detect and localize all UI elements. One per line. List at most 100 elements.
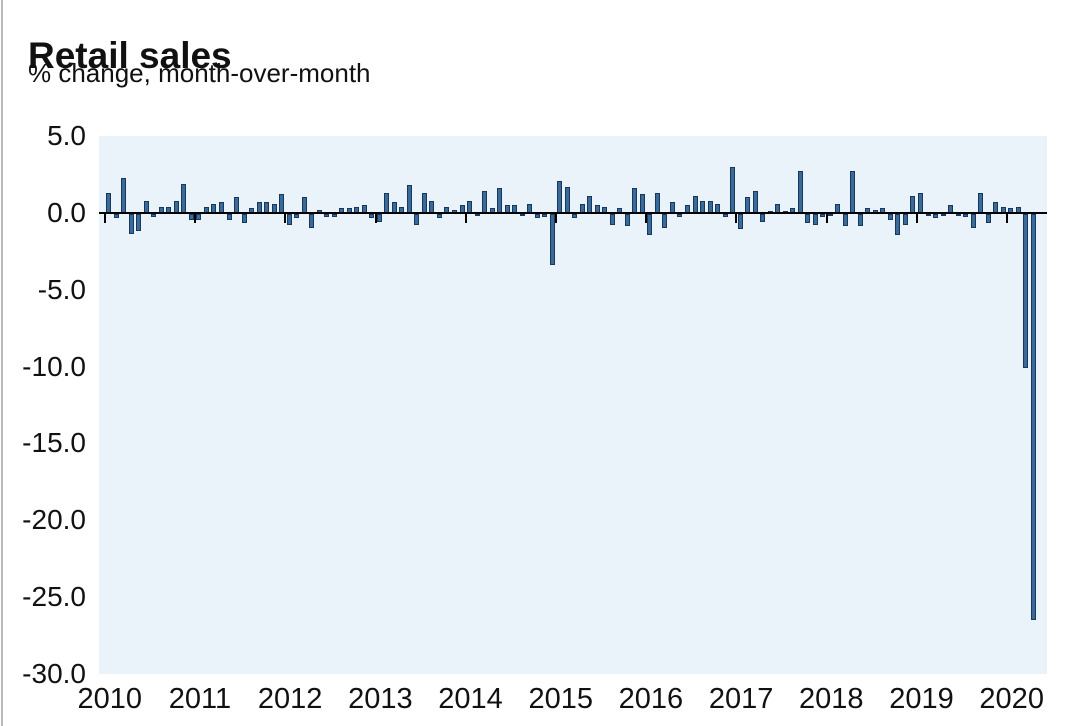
bar	[895, 213, 901, 236]
bar	[985, 213, 991, 224]
year-tick-mark	[1005, 213, 1008, 223]
bar	[128, 213, 134, 234]
year-tick-mark	[194, 213, 197, 223]
bar	[587, 195, 593, 213]
bar	[857, 213, 863, 227]
bar	[136, 213, 142, 231]
y-tick-label: -15.0	[22, 427, 86, 459]
bar	[1030, 213, 1036, 620]
x-tick-label: 2020	[979, 683, 1044, 715]
bar	[482, 191, 488, 213]
y-tick-label: -5.0	[37, 273, 86, 305]
bar	[309, 213, 315, 228]
bar	[188, 213, 194, 220]
bar	[902, 213, 908, 225]
left-edge-divider	[1, 0, 3, 726]
bar	[963, 213, 969, 217]
bar	[805, 213, 811, 224]
bar	[324, 213, 330, 217]
bar	[151, 213, 157, 217]
bar	[692, 195, 698, 213]
bar	[564, 186, 570, 213]
bar	[827, 213, 833, 216]
bar	[497, 188, 503, 213]
bar	[557, 180, 563, 213]
bar	[925, 213, 931, 216]
bar	[406, 185, 412, 213]
bar	[662, 213, 668, 228]
year-tick-mark	[915, 213, 918, 223]
y-tick-label: 0.0	[47, 196, 86, 228]
x-tick-label: 2018	[799, 683, 864, 715]
bar	[572, 213, 578, 219]
year-tick-mark	[825, 213, 828, 223]
bar	[797, 171, 803, 213]
bar	[384, 192, 390, 213]
bar	[654, 192, 660, 213]
bar	[632, 188, 638, 213]
bar	[970, 213, 976, 228]
bar	[376, 213, 382, 222]
bar	[850, 171, 856, 213]
bar	[534, 213, 540, 219]
x-tick-label: 2017	[708, 683, 774, 715]
bar	[1023, 213, 1029, 368]
x-tick-label: 2012	[257, 683, 323, 715]
plot-area	[99, 136, 1047, 674]
bar	[414, 213, 420, 225]
bar	[121, 177, 127, 213]
x-tick-label: 2010	[77, 683, 143, 715]
bar	[639, 194, 645, 213]
bar	[647, 213, 653, 236]
bar	[812, 213, 818, 225]
bar	[955, 213, 961, 216]
bar	[542, 213, 548, 217]
y-tick-label: -20.0	[22, 504, 86, 536]
y-tick-label: -30.0	[22, 658, 86, 689]
bar	[234, 197, 240, 213]
y-tick-label: -25.0	[22, 581, 86, 613]
bar	[196, 213, 202, 220]
year-tick-mark	[104, 213, 106, 223]
bar	[106, 192, 112, 213]
bar	[421, 192, 427, 213]
x-tick-label: 2014	[438, 683, 503, 715]
bar	[978, 192, 984, 213]
bar	[226, 213, 232, 220]
bar	[294, 213, 300, 219]
x-tick-label: 2011	[168, 683, 232, 715]
bar	[331, 213, 337, 217]
bar	[820, 213, 826, 217]
year-tick-mark	[464, 213, 467, 223]
bar	[745, 197, 751, 213]
x-tick-label: 2019	[889, 683, 954, 715]
bar	[609, 213, 615, 225]
bar	[918, 192, 923, 213]
year-tick-mark	[374, 213, 377, 223]
bar	[549, 213, 555, 265]
bar	[677, 213, 683, 217]
bar	[181, 183, 187, 213]
bar	[113, 213, 119, 219]
chart-title: Retail sales	[28, 34, 232, 76]
bar	[301, 197, 307, 213]
bar	[737, 213, 743, 230]
x-tick-label: 2016	[618, 683, 684, 715]
bar	[369, 213, 375, 219]
year-tick-mark	[735, 213, 738, 223]
chart-subtitle: % change, month-over-month	[28, 58, 371, 88]
x-tick-label: 2013	[348, 683, 413, 715]
bar	[933, 213, 939, 219]
bar	[722, 213, 728, 217]
bar	[940, 213, 946, 216]
bar	[474, 213, 480, 216]
bar	[910, 195, 916, 213]
bar	[752, 191, 758, 213]
bar	[241, 213, 247, 224]
bar	[519, 213, 525, 216]
y-tick-label: -10.0	[22, 350, 86, 382]
bar	[286, 213, 292, 225]
bar	[436, 213, 442, 219]
